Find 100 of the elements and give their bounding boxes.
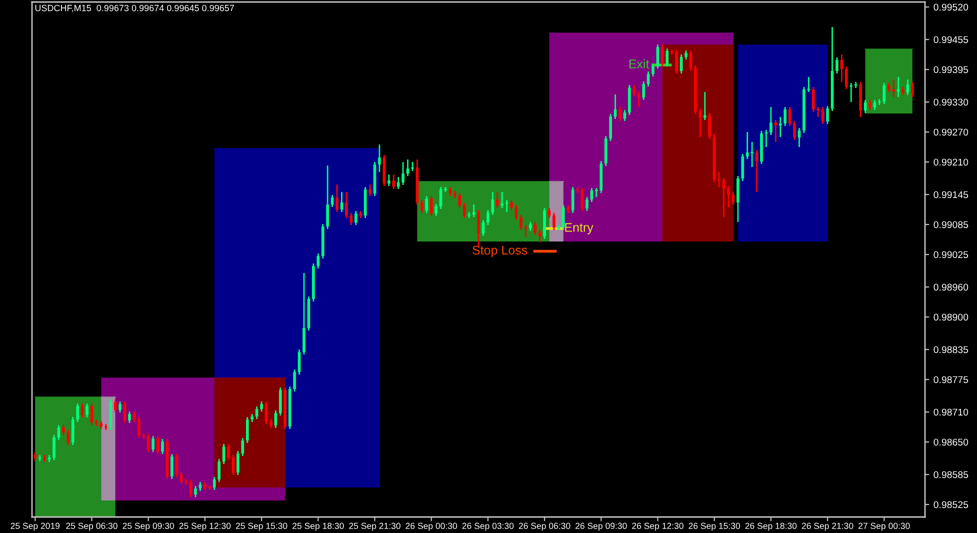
candlestick: [552, 212, 556, 231]
candlestick: [850, 82, 853, 103]
candlestick: [505, 199, 508, 213]
candlestick: [491, 191, 494, 216]
y-tick-label: 0.98710: [934, 408, 968, 416]
candlestick: [632, 84, 636, 97]
x-tick-label: 26 Sep 21:30: [802, 522, 854, 531]
candlestick: [128, 410, 131, 424]
x-tick-label: 27 Sep 00:30: [858, 522, 910, 531]
candlestick: [793, 120, 796, 141]
candlestick: [194, 485, 197, 498]
candlestick: [836, 56, 838, 74]
x-tick-label: 26 Sep 15:30: [688, 522, 740, 531]
candlestick: [402, 161, 404, 186]
x-tick-label: 25 Sep 2019: [10, 522, 60, 531]
x-tick-label: 26 Sep 18:30: [745, 522, 797, 531]
candlestick: [52, 434, 56, 461]
candlestick: [727, 185, 730, 208]
y-tick-label: 0.98585: [934, 471, 968, 478]
candlestick: [218, 458, 221, 483]
candlestick: [278, 386, 282, 416]
candlestick: [246, 416, 249, 444]
x-tick-label: 26 Sep 00:30: [406, 522, 458, 531]
candlestick: [675, 48, 678, 74]
annotation: Entry: [565, 223, 594, 234]
candlestick: [468, 211, 470, 219]
candlestick: [142, 432, 146, 440]
candlestick: [38, 454, 42, 462]
candlestick: [104, 423, 108, 431]
candlestick: [618, 106, 622, 122]
y-tick-label: 0.99085: [934, 221, 968, 228]
candlestick: [170, 453, 174, 480]
candlestick: [354, 210, 358, 226]
y-tick-label: 0.98775: [934, 376, 968, 384]
candlestick: [345, 191, 348, 219]
candlestick: [260, 400, 263, 412]
candlestick: [586, 196, 588, 212]
candlestick: [434, 203, 438, 217]
candlestick: [336, 184, 338, 213]
candlestick: [854, 81, 858, 89]
candlestick: [212, 476, 216, 491]
candlestick: [642, 80, 645, 101]
y-tick-label: 0.99520: [934, 4, 968, 11]
candlestick: [868, 99, 872, 111]
candlestick: [387, 174, 390, 187]
candlestick: [524, 224, 528, 238]
y-tick-label: 0.99210: [934, 158, 968, 166]
y-tick-label: 0.99455: [934, 36, 968, 44]
x-tick-label: 25 Sep 06:30: [66, 522, 118, 531]
candlestick: [425, 195, 428, 214]
candlestick: [486, 209, 490, 226]
candlestick: [175, 453, 178, 478]
candlestick: [302, 272, 306, 356]
candlestick: [350, 212, 353, 226]
x-tick-label: 25 Sep 12:30: [179, 522, 231, 531]
candlestick: [741, 153, 744, 182]
candlestick: [911, 81, 914, 98]
candlestick: [62, 424, 65, 436]
candlestick: [76, 402, 80, 423]
candlestick: [708, 112, 712, 140]
candlestick: [458, 192, 462, 209]
annotation: Exit: [629, 59, 650, 68]
candlestick: [770, 106, 772, 136]
candlestick: [180, 471, 183, 485]
candlestick: [462, 202, 466, 219]
candlestick: [152, 435, 154, 453]
candlestick: [661, 44, 664, 68]
x-tick-label: 25 Sep 15:30: [236, 522, 288, 531]
candlestick: [86, 402, 88, 418]
y-tick-label: 0.99270: [934, 128, 968, 136]
candlestick: [562, 204, 565, 231]
candlestick: [368, 184, 372, 197]
candlestick: [718, 171, 720, 188]
candlestick: [520, 214, 522, 231]
x-tick-label: 26 Sep 12:30: [632, 522, 684, 531]
candlestick: [784, 106, 786, 127]
x-tick-label: 25 Sep 09:30: [122, 522, 174, 531]
annotation: USDCHF,M15 0.99673 0.99674 0.99645 0.99657: [35, 4, 234, 12]
candlestick: [137, 416, 140, 439]
y-tick-label: 0.98525: [934, 501, 968, 508]
candlestick: [666, 48, 669, 68]
candlestick: [844, 66, 848, 90]
candlestick: [736, 175, 740, 223]
candlestick: [326, 164, 329, 230]
candlestick: [184, 478, 188, 486]
candlestick: [236, 450, 240, 476]
candlestick: [71, 416, 74, 446]
candlestick: [118, 400, 122, 414]
x-tick-label: 26 Sep 03:30: [462, 522, 514, 531]
candlestick: [420, 199, 424, 214]
y-tick-label: 0.98650: [934, 438, 968, 446]
y-tick-label: 0.99330: [934, 98, 968, 106]
annotation: Stop Loss: [472, 246, 528, 258]
y-tick-label: 0.99395: [934, 66, 968, 74]
candlestick: [652, 62, 654, 78]
x-tick-label: 26 Sep 09:30: [576, 522, 627, 531]
candlestick: [161, 438, 164, 455]
candlestick: [510, 199, 513, 211]
candlestick: [534, 221, 537, 236]
candlestick: [378, 144, 381, 173]
